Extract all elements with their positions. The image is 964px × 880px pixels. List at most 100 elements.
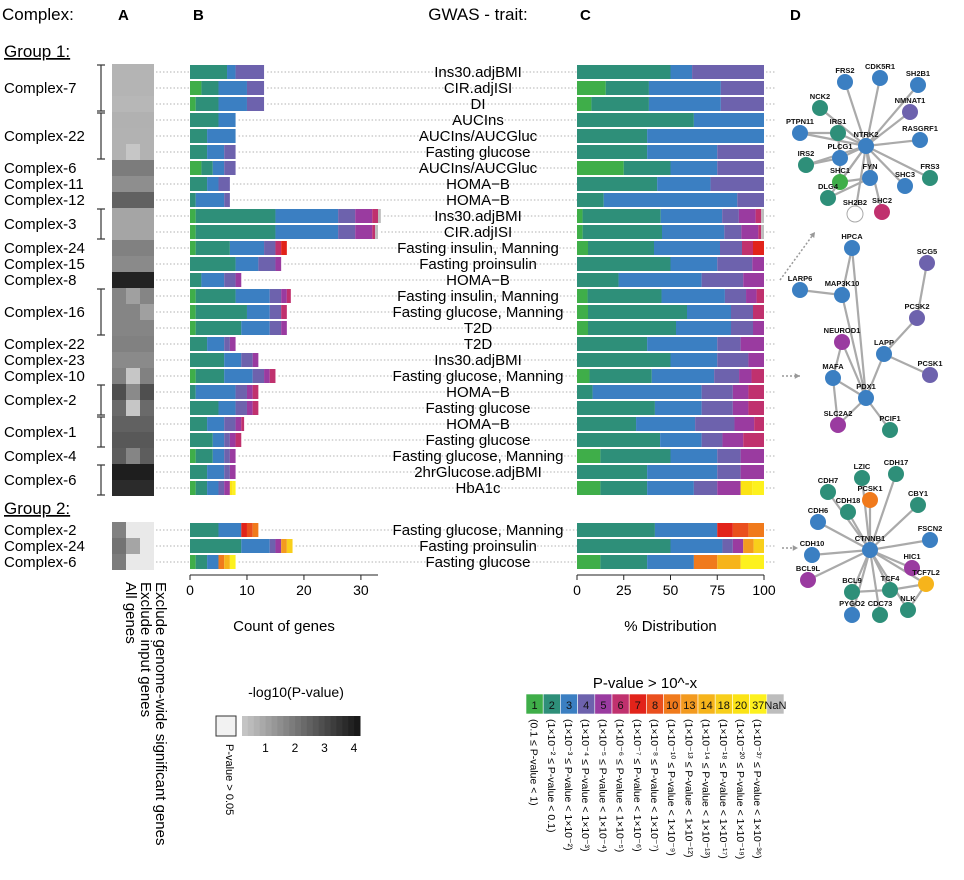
complex-header: Complex: bbox=[2, 5, 74, 24]
network-node-label: PLCG1 bbox=[827, 142, 852, 151]
count-bar-segment bbox=[241, 539, 270, 553]
heatmap-cell bbox=[112, 336, 126, 352]
pval-legend-key: 13 bbox=[683, 700, 695, 712]
heatmap-cell bbox=[126, 288, 140, 304]
count-bar-segment bbox=[195, 305, 247, 319]
count-bar-segment bbox=[195, 241, 230, 255]
heatmap-cell bbox=[126, 208, 140, 224]
network-node bbox=[792, 125, 808, 141]
network-node bbox=[800, 572, 816, 588]
percent-bar-segment bbox=[577, 225, 583, 239]
network-node-label: IRS1 bbox=[830, 117, 847, 126]
heatmap-cell bbox=[126, 448, 140, 464]
network-node-label: CDH18 bbox=[836, 496, 861, 505]
network-edge bbox=[869, 549, 927, 585]
network-node-label: SCG5 bbox=[917, 247, 937, 256]
percent-bar-segment bbox=[746, 289, 757, 303]
network-node-label: NMNAT1 bbox=[895, 96, 926, 105]
count-tick-label: 0 bbox=[186, 582, 194, 598]
count-bar-segment bbox=[252, 401, 259, 415]
network-node-label: FRS3 bbox=[920, 162, 939, 171]
count-bar-segment bbox=[190, 289, 196, 303]
heatmap-cell bbox=[112, 400, 126, 416]
percent-bar-segment bbox=[701, 385, 733, 399]
count-bar-segment bbox=[264, 369, 270, 383]
percent-bar-segment bbox=[618, 273, 702, 287]
percent-bar-segment bbox=[722, 539, 733, 553]
count-bar-segment bbox=[195, 481, 208, 495]
complex-label: Complex-24 bbox=[4, 240, 85, 257]
percent-bar-segment bbox=[732, 523, 749, 537]
network-node bbox=[825, 370, 841, 386]
network-node-label: NCK2 bbox=[810, 92, 830, 101]
heat-legend-step bbox=[265, 716, 272, 736]
percent-bar-segment bbox=[753, 321, 764, 335]
percent-bar-segment bbox=[748, 523, 764, 537]
network-node bbox=[902, 104, 918, 120]
count-bar-segment bbox=[241, 523, 247, 537]
percent-bar-segment bbox=[701, 433, 723, 447]
count-bar-segment bbox=[269, 289, 282, 303]
percent-bar-segment bbox=[660, 209, 723, 223]
trait-label: Fasting proinsulin bbox=[419, 256, 537, 273]
network-node bbox=[830, 125, 846, 141]
count-bar-segment bbox=[190, 177, 208, 191]
pval-legend-key: 14 bbox=[700, 700, 712, 712]
network-node bbox=[844, 584, 860, 600]
count-bar-segment bbox=[235, 433, 242, 447]
count-bar-segment bbox=[190, 241, 196, 255]
complex-label: Complex-2 bbox=[4, 522, 77, 539]
trait-label: Fasting glucose, Manning bbox=[393, 304, 564, 321]
percent-tick-label: 0 bbox=[573, 582, 581, 598]
network-node-label: CDK5R1 bbox=[865, 62, 895, 71]
percent-bar-segment bbox=[600, 449, 671, 463]
count-bar-segment bbox=[246, 385, 253, 399]
heatmap-cell bbox=[140, 96, 154, 112]
count-bar-segment bbox=[224, 369, 253, 383]
percent-bar-segment bbox=[648, 97, 721, 111]
network-node-label: LARP6 bbox=[788, 274, 813, 283]
network-node-label: TCF4 bbox=[881, 574, 901, 583]
count-bar-segment bbox=[190, 113, 219, 127]
pval-legend-key: 4 bbox=[583, 700, 589, 712]
heatmap-cell bbox=[126, 80, 140, 96]
pval-legend-key: 7 bbox=[635, 700, 641, 712]
count-bar-segment bbox=[195, 289, 236, 303]
count-bar-segment bbox=[190, 539, 242, 553]
pval-legend-title: P-value > 10^-x bbox=[593, 675, 698, 692]
heatmap-cell bbox=[140, 128, 154, 144]
heatmap-cell bbox=[140, 240, 154, 256]
heatmap-cell bbox=[112, 288, 126, 304]
complex-label: Complex-1 bbox=[4, 424, 77, 441]
network-node-label: SLC2A2 bbox=[824, 409, 853, 418]
heatmap-cell bbox=[126, 192, 140, 208]
count-bar-segment bbox=[190, 81, 202, 95]
network-node-label: PTPN11 bbox=[786, 117, 814, 126]
percent-bar-segment bbox=[751, 369, 764, 383]
panel-a-label: A bbox=[118, 7, 129, 24]
heat-legend-step bbox=[348, 716, 355, 736]
percent-bar-segment bbox=[740, 465, 764, 479]
percent-bar-segment bbox=[577, 289, 588, 303]
heatmap-cell bbox=[140, 352, 154, 368]
heat-legend-step bbox=[336, 716, 343, 736]
heatmap-cell bbox=[126, 400, 140, 416]
count-bar-segment bbox=[195, 225, 276, 239]
heatmap-cell bbox=[140, 176, 154, 192]
heatmap-cell bbox=[140, 64, 154, 80]
heatmap-cell bbox=[126, 368, 140, 384]
percent-bar-segment bbox=[717, 449, 741, 463]
percent-bar-segment bbox=[717, 465, 741, 479]
heat-legend-step bbox=[271, 716, 278, 736]
complex-label: Complex-16 bbox=[4, 304, 85, 321]
count-bar-segment bbox=[195, 369, 225, 383]
network-node-label: SHC1 bbox=[830, 166, 850, 175]
network-edge bbox=[827, 145, 867, 199]
count-bar-segment bbox=[281, 289, 287, 303]
heatmap-cell bbox=[140, 480, 154, 496]
count-bar-segment bbox=[286, 539, 293, 553]
network-edge bbox=[865, 145, 931, 179]
percent-bar-segment bbox=[743, 433, 764, 447]
trait-label: Ins30.adjBMI bbox=[434, 352, 522, 369]
count-bar-segment bbox=[252, 369, 265, 383]
